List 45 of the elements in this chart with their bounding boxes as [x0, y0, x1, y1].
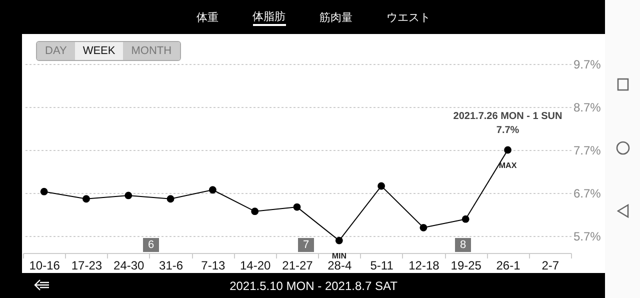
point: [208, 186, 216, 194]
annotation: 7: [298, 238, 314, 252]
annotation: 6: [143, 238, 160, 252]
point: [420, 224, 428, 232]
point: [124, 192, 132, 200]
annotation: MIN: [332, 252, 347, 261]
annotation: 2021.7.26 MON - 1 SUN: [453, 110, 562, 122]
x-tick-label: 14-20: [240, 258, 272, 272]
text: 体脂肪: [252, 8, 286, 26]
text: ウエスト: [386, 10, 430, 24]
annotation: WEEK: [74, 42, 124, 60]
x-tick-label: 26-1: [496, 258, 521, 272]
point: [293, 203, 301, 211]
x-tick-label: 19-25: [450, 258, 482, 272]
x-tick-label: 12-18: [408, 258, 440, 272]
x-tick-label: 17-23: [71, 258, 102, 272]
x-tick-label: 31-6: [159, 258, 184, 272]
point: [462, 215, 470, 223]
point: [251, 208, 259, 216]
point: [82, 195, 90, 203]
annotation: MONTH: [123, 42, 180, 60]
point: [504, 146, 512, 154]
y-tick-label: 8.7%: [574, 100, 602, 114]
x-tick-label: 21-27: [282, 258, 314, 272]
x-tick-label: 24-30: [114, 258, 145, 272]
text: 2021.5.10 MON - 2021.8.7 SAT: [228, 278, 398, 294]
point: [335, 236, 343, 244]
x-tick-label: 5-11: [370, 258, 394, 272]
point: [378, 182, 386, 190]
point: [40, 188, 48, 196]
x-tick-label: 10-16: [29, 258, 60, 272]
y-tick-label: 9.7%: [574, 58, 602, 72]
x-tick-label: 2-7: [542, 258, 560, 272]
annotation: MAX: [498, 160, 518, 170]
annotation: 8: [455, 238, 472, 252]
x-tick-label: 7-13: [201, 258, 226, 272]
y-tick-label: 5.7%: [574, 229, 602, 244]
text: 筋肉量: [320, 10, 352, 24]
annotation: DAY: [37, 42, 75, 60]
x-tick-label: 28-4: [328, 258, 352, 272]
text: 体重: [196, 10, 218, 24]
y-tick-label: 7.7%: [574, 143, 602, 158]
annotation: 7.7%: [496, 124, 520, 136]
y-tick-label: 6.7%: [574, 186, 602, 200]
point: [166, 195, 174, 203]
